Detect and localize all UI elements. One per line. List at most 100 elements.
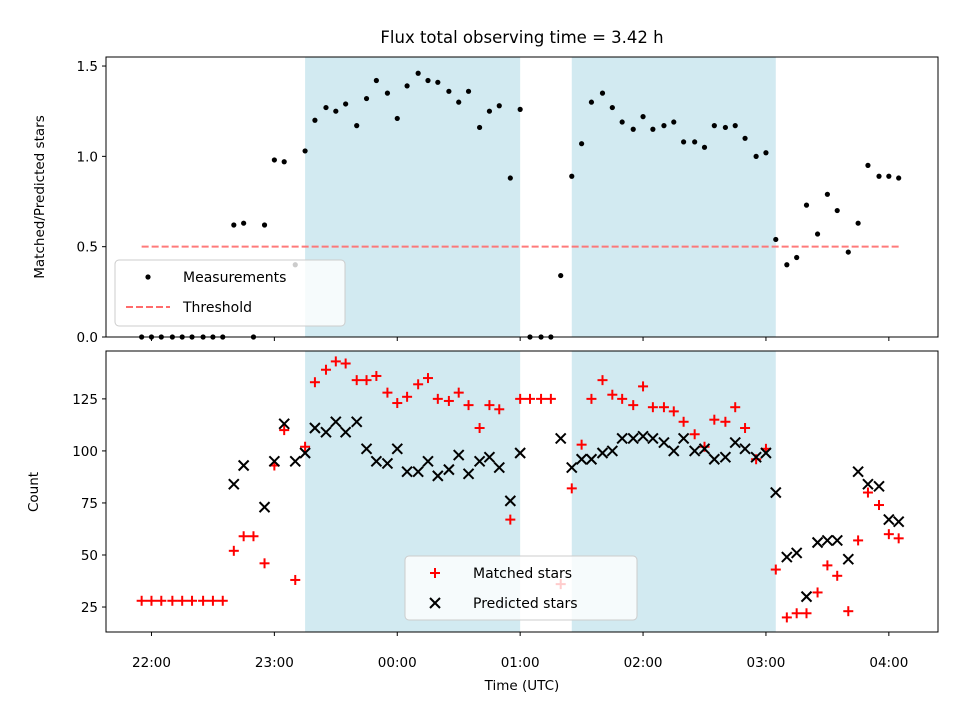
predicted-star-point xyxy=(350,416,363,428)
predicted-star-point xyxy=(566,461,578,474)
predicted-star-point xyxy=(831,534,843,547)
measurement-point xyxy=(784,262,790,268)
legend-matched-label: Matched stars xyxy=(473,566,572,582)
x-tick-label: 22:00 xyxy=(132,655,171,671)
predicted-star-point xyxy=(299,447,311,459)
measurement-point xyxy=(824,191,830,197)
predicted-star-point xyxy=(842,553,854,565)
predicted-star-point xyxy=(708,453,721,465)
matched-star-point xyxy=(228,545,239,556)
measurement-point xyxy=(435,79,441,85)
measurement-point xyxy=(814,231,821,237)
measurement-point xyxy=(803,202,810,208)
chart-title: Flux total observing time = 3.42 h xyxy=(380,28,663,47)
measurement-point xyxy=(465,88,472,94)
predicted-star-point xyxy=(770,486,782,499)
matched-star-point xyxy=(463,400,474,411)
matched-star-point xyxy=(874,500,885,511)
measurement-point xyxy=(343,101,349,107)
predicted-star-point xyxy=(658,436,670,449)
predicted-star-point xyxy=(821,534,834,547)
matched-star-point xyxy=(136,595,147,606)
predicted-star-point xyxy=(760,447,772,459)
matched-star-point xyxy=(791,608,802,619)
predicted-star-point xyxy=(596,447,609,459)
measurement-point xyxy=(323,104,329,111)
x-tick-label: 01:00 xyxy=(501,655,540,671)
matched-star-point xyxy=(259,558,270,569)
predicted-star-point xyxy=(237,459,250,472)
top-y-axis-label: Matched/Predicted stars xyxy=(32,115,48,278)
matched-star-point xyxy=(668,406,679,417)
measurement-point xyxy=(855,220,861,226)
measurement-point xyxy=(671,119,677,125)
predicted-star-point xyxy=(370,455,383,468)
measurement-point xyxy=(569,173,575,179)
matched-star-point xyxy=(382,387,393,398)
measurement-point xyxy=(773,236,779,243)
measurement-point xyxy=(425,77,431,84)
predicted-star-point xyxy=(811,536,824,549)
matched-star-point xyxy=(494,404,505,415)
predicted-star-point xyxy=(575,453,588,465)
predicted-star-point xyxy=(892,515,905,528)
matched-star-point xyxy=(330,356,341,367)
measurement-point xyxy=(865,162,871,168)
matched-star-point xyxy=(781,612,792,623)
measurement-point xyxy=(486,108,493,114)
matched-star-point xyxy=(453,387,464,398)
measurement-point xyxy=(496,103,502,109)
matched-star-point xyxy=(392,398,403,409)
predicted-star-point xyxy=(309,422,321,434)
legend-measurements-marker xyxy=(145,274,151,280)
measurement-point xyxy=(711,123,717,129)
y-tick-label: 1.0 xyxy=(77,149,98,165)
measurement-point xyxy=(456,99,462,105)
y-tick-label: 100 xyxy=(72,444,98,460)
measurement-point xyxy=(834,207,840,214)
measurement-point xyxy=(373,77,379,84)
plot-frame xyxy=(105,350,939,633)
matched-star-point xyxy=(198,595,209,606)
measurement-point xyxy=(753,153,759,159)
measurement-point xyxy=(261,222,268,228)
matched-star-point xyxy=(351,375,362,386)
matched-star-point xyxy=(402,391,413,402)
predicted-star-point xyxy=(883,513,895,526)
predicted-star-point xyxy=(790,547,803,559)
measurement-point xyxy=(404,83,410,89)
measurement-point xyxy=(588,99,595,105)
predicted-star-point xyxy=(647,432,659,445)
matched-star-point xyxy=(167,595,178,606)
matched-star-point xyxy=(597,375,608,386)
matched-star-point xyxy=(843,606,854,617)
predicted-star-point xyxy=(852,466,864,478)
matched-star-point xyxy=(893,533,904,544)
matched-star-point xyxy=(300,441,311,452)
y-tick-label: 25 xyxy=(81,600,98,616)
predicted-star-point xyxy=(289,455,301,468)
matched-star-point xyxy=(443,395,454,406)
matched-star-point xyxy=(586,393,597,404)
matched-star-point xyxy=(658,402,669,413)
matched-star-point xyxy=(638,381,649,392)
matched-star-point xyxy=(566,483,577,494)
predicted-star-point xyxy=(443,463,455,476)
matched-star-point xyxy=(862,487,873,498)
predicted-star-point xyxy=(504,495,517,507)
matched-star-point xyxy=(474,423,485,434)
measurement-point xyxy=(558,272,564,279)
predicted-star-point xyxy=(719,451,732,463)
predicted-star-point xyxy=(473,455,486,468)
matched-star-point xyxy=(309,377,320,388)
matched-star-point xyxy=(647,402,658,413)
matched-star-point xyxy=(689,429,700,440)
legend-measurements-label: Measurements xyxy=(183,270,286,286)
measurement-point xyxy=(763,150,769,156)
predicted-star-point xyxy=(453,449,465,461)
matched-star-point xyxy=(432,393,443,404)
measurement-point xyxy=(619,119,625,125)
predicted-star-point xyxy=(873,480,885,493)
measurement-point xyxy=(271,157,277,163)
x-tick-label: 00:00 xyxy=(378,655,417,671)
